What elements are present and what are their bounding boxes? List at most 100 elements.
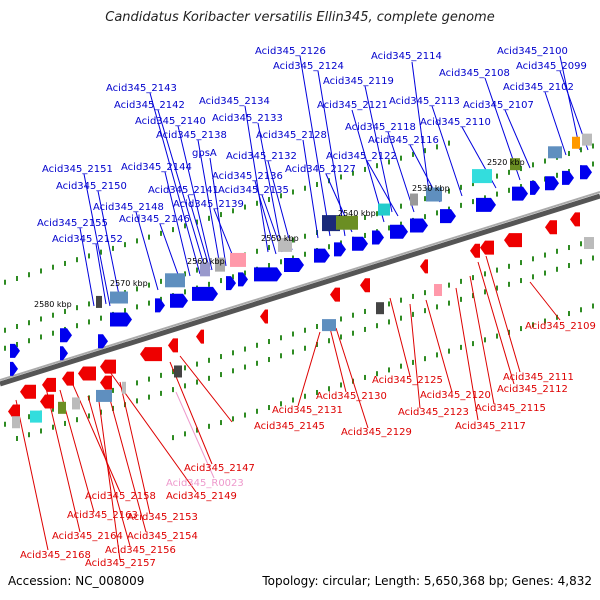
gene-label[interactable]: Acid345_2125 [372, 375, 443, 386]
gene-label[interactable]: Acid345_2118 [345, 122, 416, 133]
gene-label[interactable]: Acid345_2145 [254, 421, 325, 432]
tick-mark [88, 301, 90, 307]
gene-label[interactable]: Acid345_2168 [20, 550, 91, 561]
gene-label[interactable]: Acid345_2133 [212, 113, 283, 124]
kbp-tick-2540: 2540 kbp [338, 209, 376, 218]
gene-label[interactable]: Acid345_2147 [184, 463, 255, 474]
gene-label[interactable]: Acid345_2157 [85, 558, 156, 569]
tick-mark [88, 319, 90, 325]
gene-label[interactable]: Acid345_2139 [173, 199, 244, 210]
tick-mark [436, 210, 438, 216]
gene-label[interactable]: Acid345_2114 [371, 51, 442, 62]
tick-mark [376, 371, 378, 377]
gene-label[interactable]: Acid345_2120 [420, 390, 491, 401]
forward-labels: Acid345_2126 Acid345_2114 Acid345_2100 A… [37, 46, 587, 245]
gene-label[interactable]: Acid345_2127 [285, 164, 356, 175]
gene-label[interactable]: Acid345_2149 [166, 491, 237, 502]
gene-label[interactable]: Acid345_2115 [475, 403, 546, 414]
gene-label[interactable]: Acid345_2122 [326, 151, 397, 162]
tick-mark [568, 263, 570, 269]
gene-label[interactable]: Acid345_2143 [106, 83, 177, 94]
gene-label[interactable]: Acid345_2111 [503, 372, 574, 383]
tick-mark [232, 368, 234, 374]
gene-label[interactable]: Acid345_2140 [135, 116, 206, 127]
gene-label[interactable]: Acid345_2164 [52, 531, 123, 542]
gene-feature-box [426, 187, 442, 202]
tick-mark [436, 144, 438, 150]
tick-mark [64, 308, 66, 314]
gene-label[interactable]: Acid345_2142 [114, 100, 185, 111]
gene-label[interactable]: gpsA [192, 148, 217, 159]
gene-label[interactable]: Acid345_2134 [199, 96, 270, 107]
gene-label[interactable]: Acid345_2132 [226, 151, 297, 162]
tick-mark [424, 148, 426, 154]
reverse-connector [409, 303, 421, 409]
tick-mark [304, 251, 306, 257]
gene-label[interactable]: Acid345_2131 [272, 405, 343, 416]
gene-label[interactable]: Acid345_2119 [323, 76, 394, 87]
tick-mark [544, 270, 546, 276]
gene-label[interactable]: Acid345_2112 [497, 384, 568, 395]
reverse-gene-arrow [504, 233, 522, 248]
tick-mark [208, 375, 210, 381]
gene-label[interactable]: Acid345_2124 [273, 61, 344, 72]
gene-label[interactable]: Acid345_2150 [56, 181, 127, 192]
forward-connector [83, 173, 111, 307]
tick-mark [304, 185, 306, 191]
rna-label[interactable]: Acid345_R0023 [166, 478, 244, 489]
gene-label[interactable]: Acid345_2099 [516, 61, 587, 72]
tick-mark [280, 193, 282, 199]
gene-label[interactable]: Acid345_2113 [389, 96, 460, 107]
gene-label[interactable]: Acid345_2107 [463, 100, 534, 111]
gene-label[interactable]: Acid345_2117 [455, 421, 526, 432]
tick-mark [544, 252, 546, 258]
gene-label[interactable]: Acid345_2123 [398, 407, 469, 418]
gene-label[interactable]: Acid345_2110 [420, 117, 491, 128]
reverse-connector [297, 331, 321, 407]
gene-label[interactable]: Acid345_2128 [256, 130, 327, 141]
tick-mark [52, 424, 54, 430]
gene-label[interactable]: Acid345_2130 [316, 391, 387, 402]
gene-label[interactable]: Acid345_2116 [368, 135, 439, 146]
gene-label[interactable]: Acid345_2156 [105, 545, 176, 556]
kbp-tick-2570: 2570 kbp [110, 279, 148, 288]
tick-mark [136, 398, 138, 404]
forward-connector [254, 180, 277, 255]
gene-label[interactable]: Acid345_2146 [119, 214, 190, 225]
tick-mark [364, 308, 366, 314]
tick-mark [148, 234, 150, 240]
gene-label[interactable]: Acid345_2152 [52, 234, 123, 245]
gene-label[interactable]: Acid345_2102 [503, 82, 574, 93]
gene-label[interactable]: Acid345_2135 [218, 185, 289, 196]
gene-label[interactable]: Acid345_2100 [497, 46, 568, 57]
gene-track [8, 133, 594, 429]
gene-label[interactable]: Acid345_2129 [341, 427, 412, 438]
tick-mark [184, 431, 186, 437]
gene-label[interactable]: Acid345_2158 [85, 491, 156, 502]
reverse-gene-arrow [42, 377, 56, 392]
gene-label[interactable]: Acid345_2154 [127, 531, 198, 542]
gene-label[interactable]: Acid345_2109 [525, 321, 596, 332]
tick-mark [496, 173, 498, 179]
tick-mark [220, 212, 222, 218]
gene-label[interactable]: Acid345_2121 [317, 100, 388, 111]
tick-mark [196, 427, 198, 433]
reverse-connector [87, 395, 131, 547]
tick-mark [172, 227, 174, 233]
forward-connectors [79, 55, 589, 307]
gene-label[interactable]: Acid345_2126 [255, 46, 326, 57]
gene-label[interactable]: Acid345_2151 [42, 164, 113, 175]
gene-label[interactable]: Acid345_2148 [93, 202, 164, 213]
gene-label[interactable]: Acid345_2163 [67, 510, 138, 521]
tick-mark [292, 255, 294, 261]
gene-label[interactable]: Acid345_2153 [127, 512, 198, 523]
gene-label[interactable]: Acid345_2155 [37, 218, 108, 229]
tick-mark [520, 166, 522, 172]
gene-label[interactable]: Acid345_2141 [148, 185, 219, 196]
gene-label[interactable]: Acid345_2138 [156, 130, 227, 141]
gene-label[interactable]: Acid345_2144 [121, 162, 192, 173]
tick-mark [316, 323, 318, 329]
tick-mark [376, 211, 378, 217]
gene-label[interactable]: Acid345_2108 [439, 68, 510, 79]
gene-label[interactable]: Acid345_2136 [212, 171, 283, 182]
